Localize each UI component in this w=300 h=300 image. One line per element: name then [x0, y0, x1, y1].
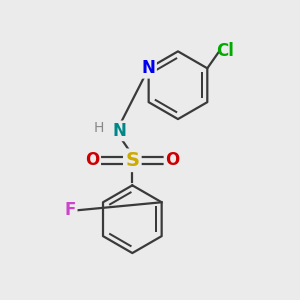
- Text: F: F: [65, 201, 76, 219]
- Text: S: S: [125, 151, 139, 170]
- Text: O: O: [165, 151, 179, 169]
- Text: N: N: [142, 59, 156, 77]
- Text: Cl: Cl: [216, 42, 234, 60]
- Text: N: N: [112, 122, 126, 140]
- Text: H: H: [93, 121, 104, 135]
- Text: O: O: [85, 151, 100, 169]
